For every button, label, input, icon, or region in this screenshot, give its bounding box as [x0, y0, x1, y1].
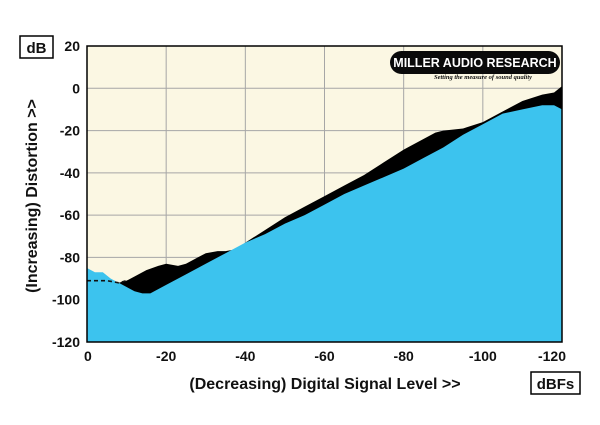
y-tick-label: 0 — [72, 80, 80, 96]
x-tick-label: 0 — [84, 348, 92, 364]
x-tick-label: -120 — [538, 348, 566, 364]
x-tick-label: -100 — [469, 348, 497, 364]
logo-tagline: Setting the measure of sound quality — [434, 74, 532, 81]
x-tick-label: -80 — [394, 348, 414, 364]
y-tick-label: 20 — [64, 38, 80, 54]
noise-floor-area — [87, 105, 562, 342]
noise-floor-dashed-line — [87, 279, 127, 284]
logo-name: MILLER AUDIO RESEARCH — [393, 56, 556, 70]
x-unit-box: dBFs — [530, 371, 581, 395]
miller-audio-research-logo: MILLER AUDIO RESEARCH Setting the measur… — [390, 51, 560, 81]
x-axis-title: (Decreasing) Digital Signal Level >> — [189, 376, 460, 393]
x-unit-label: dBFs — [537, 376, 575, 393]
plot-frame — [86, 45, 563, 343]
y-tick-label: -100 — [52, 292, 80, 308]
y-tick-label: -40 — [60, 165, 80, 181]
y-tick-label: -120 — [52, 334, 80, 350]
y-tick-label: -60 — [60, 207, 80, 223]
y-tick-labels: 20 0 -20 -40 -60 -80 -100 -120 — [52, 38, 80, 350]
y-axis-title: (Increasing) Distortion >> — [24, 99, 41, 293]
y-tick-label: -80 — [60, 249, 80, 265]
x-tick-label: -40 — [235, 348, 255, 364]
y-unit-label: dB — [27, 40, 47, 57]
x-tick-label: -20 — [156, 348, 176, 364]
y-unit-box: dB — [19, 35, 54, 59]
x-tick-labels: 0 -20 -40 -60 -80 -100 -120 — [84, 348, 566, 364]
x-tick-label: -60 — [314, 348, 334, 364]
y-tick-label: -20 — [60, 123, 80, 139]
